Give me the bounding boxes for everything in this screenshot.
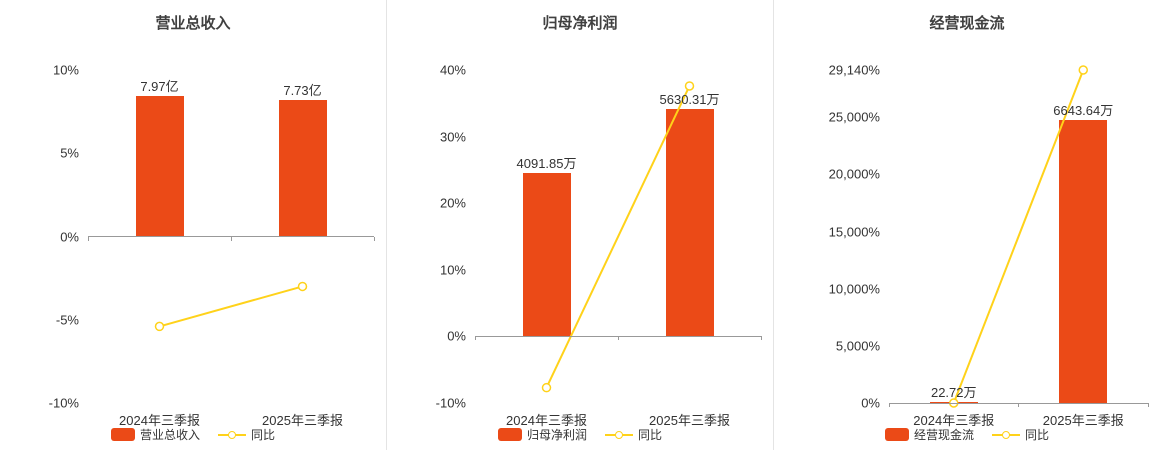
x-axis-label: 2024年三季报 bbox=[913, 413, 995, 428]
x-axis-tick bbox=[1147, 403, 1149, 407]
y-tick-label: 10% bbox=[439, 262, 466, 278]
x-axis-tick bbox=[230, 236, 232, 241]
line-swatch-icon bbox=[992, 428, 1020, 441]
y-tick-label: 25,000% bbox=[828, 109, 880, 125]
legend: 归母净利润 同比 bbox=[387, 426, 773, 443]
yoy-point-marker bbox=[684, 81, 695, 91]
chart-panel-net-profit: 归母净利润 4091.85万 5630.31万 2024年三季报 2025年三季… bbox=[386, 0, 773, 450]
yoy-point-marker bbox=[297, 281, 308, 292]
y-tick-label: 5,000% bbox=[835, 338, 880, 354]
x-axis-tick bbox=[373, 236, 375, 241]
y-tick-label: 15,000% bbox=[828, 224, 880, 240]
legend-label: 同比 bbox=[1025, 428, 1050, 442]
y-tick-label: -5% bbox=[55, 312, 79, 328]
legend: 营业总收入 同比 bbox=[0, 426, 386, 443]
yoy-line-path bbox=[159, 285, 303, 328]
legend-label: 同比 bbox=[251, 428, 276, 442]
line-swatch-icon bbox=[218, 428, 246, 441]
y-tick-label: 0% bbox=[60, 229, 79, 244]
plot-area: 22.72万 6643.64万 2024年三季报 2025年三季报 0% 5,00… bbox=[829, 63, 1149, 428]
bar-value-label: 7.97亿 bbox=[140, 78, 179, 94]
yoy-line bbox=[154, 281, 308, 332]
bar-2025 bbox=[1059, 119, 1108, 403]
plot-area: 7.97亿 7.73亿 2024年三季报 2025年三季报 -10% -5% 0% 5… bbox=[49, 63, 375, 428]
chart-title: 经营现金流 bbox=[929, 15, 1005, 32]
legend-label: 归母净利润 bbox=[526, 428, 587, 442]
x-axis-tick bbox=[1018, 403, 1019, 407]
yoy-line-path bbox=[952, 69, 1085, 404]
legend-label: 同比 bbox=[638, 428, 663, 442]
line-swatch-icon bbox=[605, 428, 633, 441]
chart-title: 归母净利润 bbox=[542, 15, 618, 32]
legend-item-bar[interactable]: 归母净利润 bbox=[497, 426, 587, 443]
bar-2024 bbox=[522, 172, 571, 337]
x-axis-tick bbox=[474, 336, 476, 341]
legend-item-line[interactable]: 同比 bbox=[992, 426, 1049, 443]
bar-2025 bbox=[665, 109, 714, 337]
legend-item-line[interactable]: 同比 bbox=[605, 426, 662, 443]
chart-panel-revenue: 营业总收入 7.97亿 7.73亿 2024年三季报 2025年三季报 -10%… bbox=[0, 0, 386, 450]
x-axis-tick bbox=[87, 236, 89, 241]
y-tick-label: 40% bbox=[439, 62, 466, 78]
bar-swatch-icon bbox=[497, 428, 522, 441]
bar-value-label: 22.72万 bbox=[930, 385, 977, 401]
bar-value-label: 6643.64万 bbox=[1053, 102, 1114, 118]
x-axis-label: 2025年三季报 bbox=[1042, 413, 1124, 428]
y-tick-label: 5% bbox=[60, 145, 79, 161]
yoy-point-marker bbox=[1078, 65, 1088, 75]
y-tick-label: 10% bbox=[52, 62, 79, 78]
yoy-point-marker bbox=[154, 321, 165, 332]
bar-value-label: 5630.31万 bbox=[659, 92, 720, 108]
x-axis-label: 2024年三季报 bbox=[506, 413, 587, 428]
x-axis-label: 2024年三季报 bbox=[119, 413, 200, 428]
y-tick-label: 10,000% bbox=[828, 281, 880, 297]
bar-swatch-icon bbox=[884, 428, 909, 441]
legend-item-bar[interactable]: 营业总收入 bbox=[110, 426, 200, 443]
y-tick-label: -10% bbox=[48, 395, 79, 411]
yoy-line bbox=[949, 65, 1088, 408]
legend-label: 营业总收入 bbox=[139, 428, 200, 442]
legend-label: 经营现金流 bbox=[913, 428, 974, 442]
legend-item-bar[interactable]: 经营现金流 bbox=[884, 426, 974, 443]
y-tick-label: 30% bbox=[439, 129, 466, 145]
y-tick-label: 20% bbox=[439, 195, 466, 211]
y-tick-label: 0% bbox=[861, 395, 880, 411]
bar-value-label: 4091.85万 bbox=[516, 155, 577, 171]
x-axis-tick bbox=[760, 336, 762, 341]
bar-2024 bbox=[135, 95, 184, 237]
bar-swatch-icon bbox=[110, 428, 135, 441]
chart-title: 营业总收入 bbox=[155, 15, 231, 32]
y-tick-label: 0% bbox=[447, 328, 466, 344]
y-tick-label: 20,000% bbox=[828, 166, 880, 182]
bar-value-label: 7.73亿 bbox=[283, 83, 322, 99]
y-tick-label: 29,140% bbox=[828, 62, 880, 78]
yoy-line bbox=[541, 81, 695, 393]
x-axis-label: 2025年三季报 bbox=[649, 413, 730, 428]
plot-area: 4091.85万 5630.31万 2024年三季报 2025年三季报 -10%… bbox=[436, 63, 762, 428]
x-axis-tick bbox=[617, 336, 619, 341]
x-axis-label: 2025年三季报 bbox=[262, 413, 343, 428]
yoy-point-marker bbox=[541, 382, 552, 393]
y-tick-label: -10% bbox=[435, 395, 466, 411]
legend-item-line[interactable]: 同比 bbox=[218, 426, 275, 443]
bar-2025 bbox=[278, 100, 327, 237]
x-axis-tick bbox=[888, 403, 890, 407]
chart-panel-cash-flow: 经营现金流 22.72万 6643.64万 2024年三季报 2025年三季报 … bbox=[773, 0, 1160, 450]
legend: 经营现金流 同比 bbox=[774, 426, 1160, 443]
yoy-line-path bbox=[545, 85, 691, 389]
